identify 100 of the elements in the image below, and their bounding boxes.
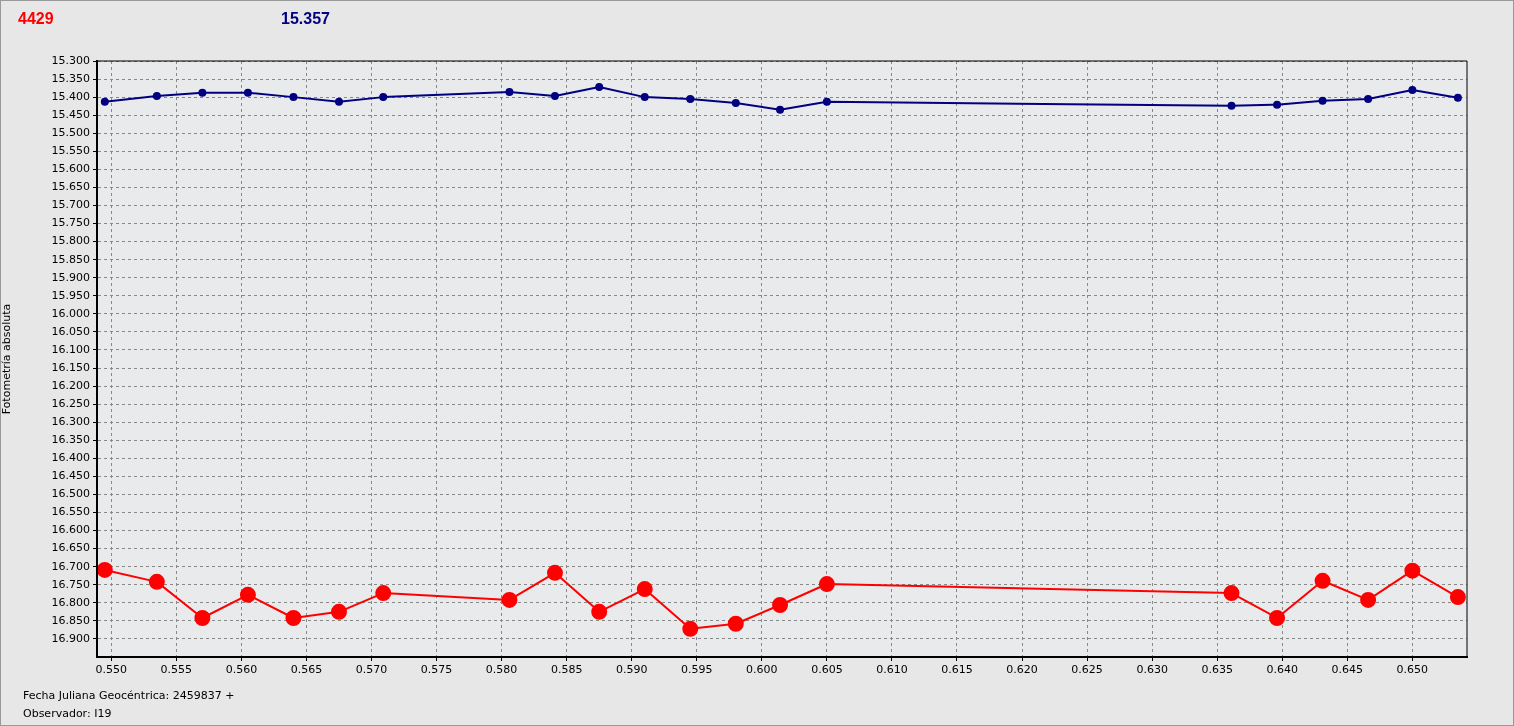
y-tick-label: 15.800 [51,234,90,248]
y-tick-label: 15.350 [51,71,90,85]
point [334,97,343,106]
y-tick-label: 16.100 [51,342,90,356]
point [285,609,302,626]
y-tick-label: 15.650 [51,180,90,194]
y-tick-label: 15.950 [51,288,90,302]
point [239,586,256,603]
x-tick-label: 0.590 [615,663,648,677]
x-tick-label: 0.615 [941,663,973,677]
y-tick-label: 16.050 [51,324,90,338]
y-tick-label: 15.500 [51,126,90,140]
point [501,591,518,608]
y-tick-label: 15.700 [51,198,90,212]
x-tick-label: 0.620 [1006,663,1038,677]
point [636,581,653,598]
y-tick-label: 16.500 [51,487,90,501]
x-tick-label: 0.570 [355,663,388,677]
point [686,94,695,103]
point [379,93,388,102]
x-tick-label: 0.550 [95,663,128,677]
point [591,603,608,620]
y-tick-label: 16.250 [51,397,90,411]
point [505,88,514,97]
point [731,98,740,107]
point [727,615,744,632]
point [148,573,165,590]
point [97,561,113,578]
point [1314,572,1331,589]
y-tick-label: 16.300 [51,415,90,429]
y-tick-label: 15.850 [51,252,90,266]
point [194,609,211,626]
y-tick-label: 15.450 [51,108,90,122]
point [1227,101,1236,110]
x-tick-label: 0.575 [420,663,453,677]
y-tick-label: 16.650 [51,541,90,555]
x-tick-label: 0.625 [1071,663,1103,677]
point [1449,589,1466,606]
x-tick-label: 0.580 [485,663,518,677]
x-tick-label: 0.645 [1331,663,1364,677]
point [1223,585,1240,602]
point [682,620,699,637]
point [595,83,604,92]
point [1453,93,1462,102]
point [1318,96,1327,105]
y-tick-label: 15.300 [51,53,90,67]
x-tick-label: 0.640 [1266,663,1298,677]
x-tick-label: 0.600 [746,663,778,677]
x-tick-label: 0.605 [811,663,843,677]
y-tick-label: 16.150 [51,360,90,374]
y-tick-label: 16.450 [51,469,90,483]
y-tick-label: 16.350 [51,433,90,447]
point [822,97,831,106]
point [550,92,559,101]
point [100,97,109,106]
point [198,88,207,97]
y-tick-label: 16.750 [51,577,90,591]
y-tick-label: 16.400 [51,451,90,465]
y-axis-title: Fotometría absoluta [0,303,14,415]
x-tick-label: 0.595 [681,663,713,677]
point [1360,591,1377,608]
point [1408,85,1417,94]
point [1273,100,1282,109]
text: Observador: I19 [23,707,112,720]
y-tick-label: 15.750 [51,216,90,230]
y-tick-label: 16.900 [51,631,90,645]
y-tick-label: 15.400 [51,89,90,103]
x-tick-label: 0.635 [1201,663,1233,677]
point [152,92,161,101]
x-tick-label: 0.555 [160,663,193,677]
y-tick-label: 16.550 [51,505,90,519]
x-tick-label: 0.630 [1136,663,1168,677]
y-tick-label: 16.600 [51,523,90,537]
point [375,585,392,602]
point [289,93,298,102]
text: 4429 [18,10,54,28]
point [776,105,785,114]
point [243,88,252,97]
point [1364,94,1373,103]
y-tick-label: 16.700 [51,559,90,573]
x-tick-label: 0.565 [290,663,323,677]
y-tick-label: 16.200 [51,378,90,392]
x-tick-label: 0.560 [225,663,258,677]
y-tick-label: 15.900 [51,270,90,284]
point [772,596,789,613]
y-tick-label: 15.550 [51,144,90,158]
y-tick-label: 16.000 [51,306,90,320]
point [640,93,649,102]
y-tick-label: 15.600 [51,162,90,176]
point [1269,609,1286,626]
point [546,564,563,581]
x-tick-label: 0.650 [1396,663,1429,677]
x-tick-label: 0.610 [876,663,908,677]
x-axis-title: Fecha Juliana Geocéntrica: 2459837 + [23,689,235,702]
point [1404,562,1421,579]
y-tick-label: 16.800 [51,595,90,609]
point [818,576,835,593]
y-tick-label: 16.850 [51,613,90,627]
point [330,603,347,620]
x-tick-label: 0.585 [550,663,583,677]
